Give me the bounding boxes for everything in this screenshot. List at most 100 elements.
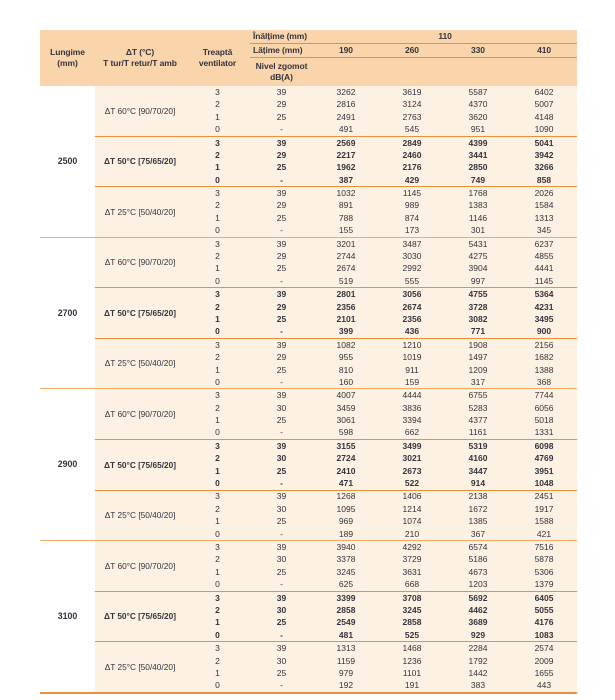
- value-cell: 1074: [379, 515, 445, 528]
- fan-step-cell: 1: [185, 414, 250, 427]
- width-value-3: 330: [445, 43, 511, 58]
- value-cell: 1095: [313, 502, 379, 516]
- value-cell: 4292: [379, 540, 445, 554]
- table-row: 2 29 2356 2674 3728 4231: [40, 300, 578, 314]
- noise-cell: -: [250, 375, 313, 389]
- value-cell: 2763: [379, 110, 445, 124]
- value-cell: 160: [313, 375, 379, 389]
- table-row: 1 25 2101 2356 3082 3495: [40, 313, 578, 326]
- value-cell: 7744: [511, 388, 578, 402]
- noise-cell: 30: [250, 401, 313, 415]
- fan-step-cell: 3: [185, 438, 250, 453]
- noise-cell: 39: [250, 489, 313, 503]
- value-cell: 2101: [313, 313, 379, 326]
- value-cell: 979: [313, 666, 379, 680]
- value-cell: 3619: [379, 86, 445, 99]
- fan-step-cell: 3: [185, 135, 250, 149]
- value-cell: 443: [511, 679, 578, 693]
- value-cell: 5319: [445, 438, 511, 453]
- header-row-height: Lungime (mm) ΔT (°C) T tur/T retur/T amb…: [40, 30, 578, 86]
- value-cell: 5018: [511, 414, 578, 427]
- noise-cell: 25: [250, 313, 313, 326]
- table-row: 2 29 955 1019 1497 1682: [40, 351, 578, 364]
- value-cell: 911: [379, 363, 445, 376]
- fan-step-cell: 0: [185, 173, 250, 187]
- value-cell: 3836: [379, 401, 445, 415]
- fan-step-cell: 3: [185, 186, 250, 200]
- delta-t-cell: ΔT 25°C [50/40/20]: [95, 337, 185, 389]
- delta-t-cell: ΔT 50°C [75/65/20]: [95, 438, 185, 490]
- fan-step-cell: 2: [185, 351, 250, 364]
- fan-step-cell: 0: [185, 477, 250, 490]
- value-cell: 2673: [379, 464, 445, 478]
- value-cell: 3394: [379, 414, 445, 427]
- table-row: 0-399 436 771 900: [40, 325, 578, 339]
- table-row: 0-625 668 1203 1379: [40, 578, 578, 592]
- value-cell: 810: [313, 363, 379, 376]
- table-row: 0-471 522 914 1048: [40, 477, 578, 490]
- table-row: 0-481 525 929 1083: [40, 628, 578, 642]
- value-cell: 1082: [313, 337, 379, 352]
- value-cell: 159: [379, 375, 445, 389]
- value-cell: 1584: [511, 199, 578, 212]
- delta-t-cell: ΔT 50°C [75/65/20]: [95, 135, 185, 187]
- value-cell: 5878: [511, 553, 578, 566]
- header-row-width: Lățime (mm) 190 260 330 410: [40, 43, 578, 58]
- fan-step-cell: 1: [185, 363, 250, 376]
- delta-t-cell: ΔT 60°C [90/70/20]: [95, 388, 185, 440]
- value-cell: 5587: [445, 86, 511, 99]
- value-cell: 4370: [445, 98, 511, 111]
- noise-cell: 25: [250, 110, 313, 124]
- value-cell: 317: [445, 375, 511, 389]
- noise-cell: 25: [250, 414, 313, 427]
- width-value-1: 190: [313, 43, 379, 58]
- fan-step-cell: 2: [185, 401, 250, 415]
- fan-step-cell: 1: [185, 262, 250, 275]
- value-cell: 2026: [511, 186, 578, 200]
- value-cell: 2176: [379, 161, 445, 174]
- value-cell: 1908: [445, 337, 511, 352]
- value-cell: 3729: [379, 553, 445, 566]
- noise-cell: -: [250, 123, 313, 137]
- value-cell: 173: [379, 224, 445, 238]
- fan-step-cell: 2: [185, 502, 250, 516]
- value-cell: 3940: [313, 540, 379, 554]
- noise-cell: -: [250, 224, 313, 238]
- fan-step-cell: 0: [185, 274, 250, 288]
- value-cell: 6237: [511, 236, 578, 251]
- height-value: 110: [313, 30, 578, 44]
- value-cell: 1209: [445, 363, 511, 376]
- value-cell: 5364: [511, 287, 578, 301]
- fan-step-cell: 0: [185, 578, 250, 592]
- value-cell: 5306: [511, 565, 578, 579]
- noise-cell: 29: [250, 98, 313, 111]
- value-cell: 387: [313, 173, 379, 187]
- value-cell: 2217: [313, 148, 379, 162]
- value-cell: 1032: [313, 186, 379, 200]
- value-cell: 2724: [313, 452, 379, 465]
- table-row: 2500 ΔT 60°C [90/70/20] 3 39 3262 3619 5587 640…: [40, 86, 578, 238]
- noise-cell: 25: [250, 515, 313, 528]
- table-row: ΔT 25°C [50/40/20] 3 39 1032 1145 1768 2026: [40, 186, 578, 238]
- header-spacer: [511, 57, 578, 86]
- value-cell: 2816: [313, 98, 379, 111]
- fan-step-cell: 3: [185, 590, 250, 605]
- value-cell: 383: [445, 679, 511, 693]
- value-cell: 1768: [445, 186, 511, 200]
- value-cell: 1313: [511, 211, 578, 225]
- table-row: 3100 ΔT 60°C [90/70/20] 3 39 3940 4292 6574 751…: [40, 540, 578, 693]
- value-cell: 3689: [445, 616, 511, 629]
- header-spacer: [445, 57, 511, 86]
- value-cell: 5283: [445, 401, 511, 415]
- noise-cell: 39: [250, 236, 313, 251]
- value-cell: 989: [379, 199, 445, 212]
- value-cell: 3266: [511, 161, 578, 174]
- value-cell: 969: [313, 515, 379, 528]
- fan-step-cell: 1: [185, 464, 250, 478]
- value-cell: 1145: [379, 186, 445, 200]
- value-cell: 900: [511, 325, 578, 339]
- value-cell: 1682: [511, 351, 578, 364]
- fan-step-cell: 0: [185, 527, 250, 541]
- fan-step-cell: 1: [185, 616, 250, 629]
- value-cell: 429: [379, 173, 445, 187]
